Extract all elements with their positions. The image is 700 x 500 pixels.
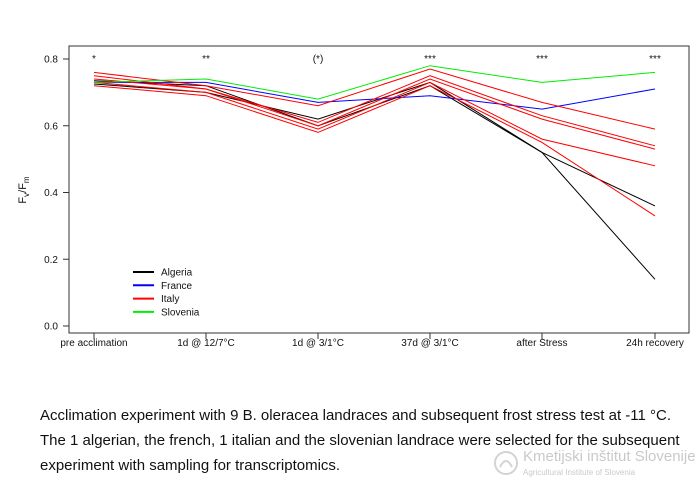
x-tick-label: 24h recovery — [626, 338, 684, 349]
y-axis-title-sub2: m — [22, 176, 31, 183]
y-tick-label: 0.8 — [44, 55, 58, 66]
watermark-subtitle: Agricultural Institute of Slovenia — [523, 468, 636, 477]
legend-label-france: France — [161, 281, 193, 292]
legend-label-slovenia: Slovenia — [161, 307, 200, 318]
significance-label: *** — [536, 54, 548, 65]
y-axis-title-mid: /F — [17, 183, 29, 193]
series-lines — [93, 65, 656, 280]
x-tick-label: 37d @ 3/1°C — [401, 338, 459, 349]
line-chart: 0.0 0.2 0.4 0.6 0.8 pre acclimation 1d @ 12/7… — [17, 45, 690, 349]
significance-label: * — [92, 54, 96, 65]
series-line-italy-6 — [93, 81, 656, 167]
significance-label: *** — [649, 54, 661, 65]
y-axis-title-main: F — [17, 197, 29, 204]
legend-label-italy: Italy — [161, 294, 179, 305]
y-axis: 0.0 0.2 0.4 0.6 0.8 — [44, 55, 69, 333]
figure-caption: Acclimation experiment with 9 B. olerace… — [40, 407, 680, 474]
watermark: Kmetijski inštitut Slovenije Agricultura… — [493, 447, 696, 481]
series-line-italy-3 — [93, 68, 656, 130]
significance-label: *** — [424, 54, 436, 65]
y-tick-label: 0.6 — [44, 121, 58, 132]
x-tick-label: pre acclimation — [60, 338, 127, 349]
x-tick-label: 1d @ 3/1°C — [292, 338, 344, 349]
legend-label-algeria: Algeria — [161, 268, 193, 279]
series-line-algeria-1 — [93, 80, 656, 280]
significance-label: ** — [202, 54, 210, 65]
series-line-algeria-0 — [93, 81, 656, 207]
significance-labels: * ** (*) *** *** *** — [92, 54, 661, 65]
y-tick-label: 0.4 — [44, 188, 58, 199]
series-line-italy-5 — [93, 78, 656, 150]
y-tick-label: 0.0 — [44, 322, 58, 333]
legend: Algeria France Italy Slovenia — [133, 268, 200, 318]
plot-frame — [68, 45, 690, 334]
x-axis: pre acclimation 1d @ 12/7°C 1d @ 3/1°C 37d … — [60, 333, 684, 349]
institute-logo — [494, 451, 518, 475]
y-axis-title: Fv/Fm — [17, 176, 31, 204]
x-tick-label: after Stress — [516, 338, 567, 349]
y-tick-label: 0.2 — [44, 255, 58, 266]
x-tick-label: 1d @ 12/7°C — [177, 338, 235, 349]
series-line-italy-4 — [93, 75, 656, 147]
series-line-slovenia-8 — [93, 65, 656, 100]
y-axis-title-sub1: v — [22, 193, 31, 197]
series-line-italy-7 — [93, 85, 656, 217]
watermark-title: Kmetijski inštitut Slovenije — [523, 448, 696, 465]
significance-label: (*) — [313, 54, 324, 65]
